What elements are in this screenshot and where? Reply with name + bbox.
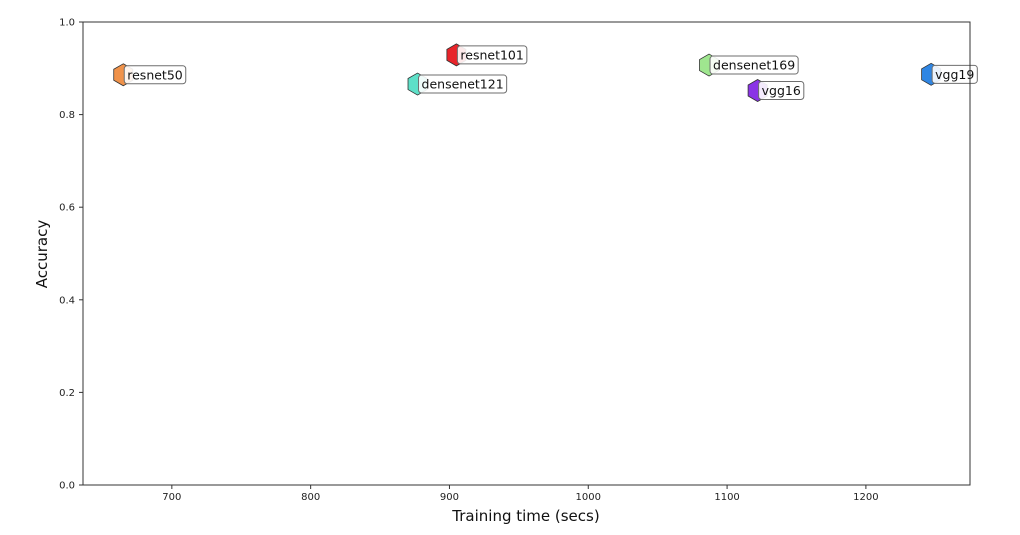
plot-frame — [82, 21, 971, 486]
point-label-box — [709, 55, 799, 75]
x-tick-label: 1100 — [714, 492, 739, 503]
y-tick-label: 1.0 — [59, 18, 75, 29]
point-label-box — [418, 74, 508, 94]
x-tick-label: 700 — [162, 492, 181, 503]
x-tick-label: 800 — [301, 492, 320, 503]
point-label: resnet101 — [460, 47, 523, 62]
y-tick-label: 0.8 — [59, 110, 75, 121]
point-label-box — [931, 64, 978, 84]
y-axis-label: Accuracy — [33, 220, 51, 289]
y-tick-label: 0.0 — [59, 481, 75, 492]
data-point: resnet50 — [113, 63, 187, 87]
x-axis-label: Training time (secs) — [451, 507, 599, 525]
point-label-box — [758, 81, 805, 101]
data-point: resnet101 — [446, 43, 528, 67]
data-point: densenet121 — [407, 72, 508, 96]
x-tick-label: 900 — [440, 492, 459, 503]
data-point: densenet169 — [699, 53, 799, 77]
y-tick-label: 0.6 — [59, 203, 75, 214]
point-label: resnet50 — [127, 67, 183, 82]
point-label: vgg16 — [762, 83, 801, 98]
data-point: vgg19 — [921, 62, 978, 86]
x-tick-label: 1200 — [853, 492, 878, 503]
point-label: densenet121 — [422, 77, 504, 92]
y-tick-label: 0.2 — [59, 388, 75, 399]
y-tick-label: 0.4 — [59, 295, 75, 306]
point-label: vgg19 — [935, 67, 974, 82]
x-tick-label: 1000 — [576, 492, 601, 503]
data-points: resnet50 densenet121 resnet101 densenet169 v… — [113, 43, 978, 102]
point-label: densenet169 — [713, 58, 795, 73]
point-label-box — [456, 45, 528, 65]
point-label-box — [123, 65, 187, 85]
axis-ticks: 700 800 900 1000 1100 1200 0.0 0.2 0.4 0.6 0.8 1.0 — [59, 18, 879, 504]
data-point: vgg16 — [747, 79, 805, 102]
